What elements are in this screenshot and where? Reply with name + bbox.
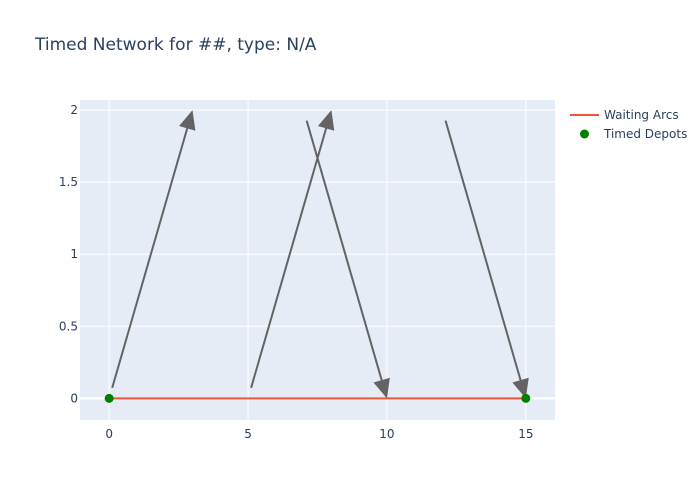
legend-item-waiting-arcs[interactable]: Waiting Arcs xyxy=(570,108,679,122)
arrow-annotation xyxy=(111,110,196,389)
arrow-annotation xyxy=(250,110,335,389)
legend-marker-swatch xyxy=(580,129,589,139)
plot-area xyxy=(80,100,555,420)
timed-depots-point[interactable] xyxy=(521,393,531,403)
legend-item-timed-depots[interactable]: Timed Depots xyxy=(580,127,687,141)
y-tick-label: 1.5 xyxy=(59,175,78,189)
legend-label: Timed Depots xyxy=(603,127,687,141)
tick-labels: 0 5 10 15 0 0.5 1 1.5 2 xyxy=(59,103,534,441)
arrow-shaft xyxy=(444,120,523,383)
annotation-arrows xyxy=(111,110,529,399)
legend-label: Waiting Arcs xyxy=(604,108,679,122)
arrow-annotation xyxy=(444,120,529,399)
x-tick-label: 10 xyxy=(379,427,394,441)
arrow-head xyxy=(512,377,529,399)
x-tick-label: 15 xyxy=(518,427,533,441)
arrow-head xyxy=(373,377,390,399)
y-tick-label: 1 xyxy=(70,247,78,261)
timed-depots-point[interactable] xyxy=(104,393,114,403)
x-tick-label: 5 xyxy=(244,427,252,441)
y-tick-label: 0.5 xyxy=(59,319,78,333)
markers-layer xyxy=(104,393,531,403)
y-tick-label: 0 xyxy=(70,391,78,405)
x-tick-label: 0 xyxy=(105,427,113,441)
arrow-shaft xyxy=(111,126,189,389)
legend[interactable]: Waiting Arcs Timed Depots xyxy=(570,108,687,141)
arrow-shaft xyxy=(250,126,328,389)
arrow-head xyxy=(317,110,335,131)
arrow-annotation xyxy=(305,120,390,399)
arrow-shaft xyxy=(305,120,384,383)
arrow-head xyxy=(179,110,196,131)
y-tick-label: 2 xyxy=(70,103,78,117)
chart-title: Timed Network for ##, type: N/A xyxy=(34,35,317,55)
